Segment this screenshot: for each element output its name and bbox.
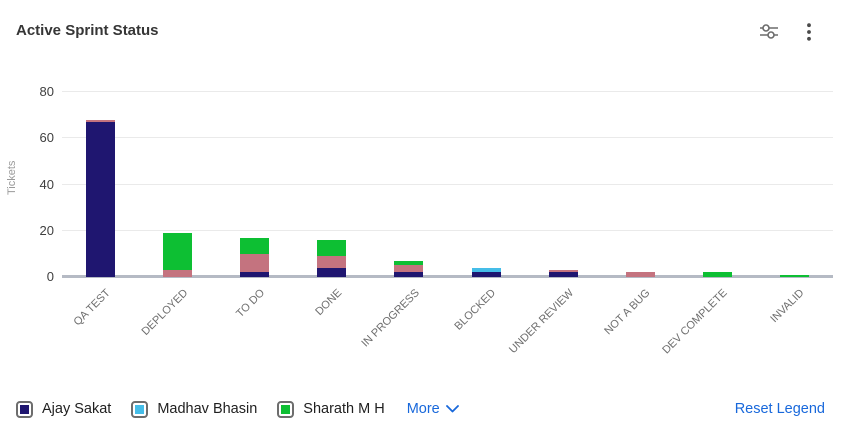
- bar-segment[interactable]: [394, 272, 424, 277]
- x-tick-label: DEPLOYED: [139, 287, 191, 338]
- x-tick-label: DONE: [313, 287, 345, 318]
- header-icons: [757, 20, 821, 44]
- bar-segment[interactable]: [240, 253, 270, 273]
- x-tick-label: IN PROGRESS: [358, 287, 422, 350]
- x-tick-label: DEV COMPLETE: [660, 287, 730, 357]
- chart-legend: Ajay Sakat Madhav Bhasin Sharath M H More …: [16, 394, 825, 424]
- legend-more-label: More: [406, 401, 440, 417]
- x-tick-label: TO DO: [234, 287, 268, 320]
- bar-segment[interactable]: [163, 270, 193, 277]
- bar-segment[interactable]: [548, 270, 578, 273]
- gridline: [62, 229, 833, 231]
- legend-item-label: Sharath M H: [303, 401, 385, 417]
- x-tick-label: NOT A BUG: [602, 287, 653, 338]
- legend-item-label: Ajay Sakat: [42, 401, 112, 417]
- legend-checkbox-icon[interactable]: [131, 400, 149, 418]
- reset-legend-link[interactable]: Reset Legend: [734, 401, 825, 417]
- bar-segment[interactable]: [317, 240, 347, 257]
- bar-segment[interactable]: [471, 267, 501, 273]
- bar-blocked[interactable]: [471, 92, 501, 277]
- legend-item-sharath-m-h[interactable]: Sharath M H: [277, 400, 385, 418]
- gridline: [62, 137, 833, 139]
- y-tick-label: 40: [39, 176, 54, 192]
- x-axis-baseline: [62, 275, 833, 278]
- legend-item-ajay-sakat[interactable]: Ajay Sakat: [16, 400, 112, 418]
- y-axis-ticks: 0 20 40 60 80: [14, 84, 54, 284]
- bar-segment[interactable]: [548, 272, 578, 277]
- sliders-settings-icon[interactable]: [757, 20, 781, 44]
- bar-segment[interactable]: [86, 119, 116, 123]
- y-tick-label: 80: [39, 84, 54, 99]
- y-tick-label: 60: [39, 130, 54, 146]
- legend-color-swatch: [20, 404, 29, 414]
- legend-color-swatch: [135, 404, 145, 414]
- x-tick-label: UNDER REVIEW: [506, 287, 576, 356]
- bar-in-progress[interactable]: [394, 92, 424, 277]
- bar-segment[interactable]: [394, 265, 424, 273]
- bar-segment[interactable]: [163, 233, 193, 271]
- bar-segment[interactable]: [317, 267, 347, 277]
- bar-segment[interactable]: [702, 272, 732, 277]
- bar-segment[interactable]: [86, 122, 116, 277]
- x-axis-labels: QA TEST DEPLOYED TO DO DONE IN PROGRESS BLOCK…: [62, 283, 833, 378]
- legend-checkbox-icon[interactable]: [277, 400, 295, 418]
- legend-checkbox-icon[interactable]: [16, 400, 33, 418]
- legend-item-label: Madhav Bhasin: [157, 401, 258, 417]
- x-tick-label: BLOCKED: [452, 287, 499, 333]
- bar-deployed[interactable]: [163, 92, 193, 277]
- bar-segment[interactable]: [240, 237, 270, 254]
- legend-items: Ajay Sakat Madhav Bhasin Sharath M H: [16, 400, 405, 418]
- page-title: Active Sprint Status: [16, 22, 159, 39]
- legend-more-button[interactable]: More: [407, 401, 459, 417]
- bar-segment[interactable]: [779, 274, 809, 277]
- bar-segment[interactable]: [625, 272, 655, 277]
- legend-item-madhav-bhasin[interactable]: Madhav Bhasin: [131, 400, 258, 418]
- bar-done[interactable]: [317, 92, 347, 277]
- bar-qa-test[interactable]: [86, 92, 116, 277]
- gridline: [62, 91, 833, 92]
- bar-dev-complete[interactable]: [702, 92, 732, 277]
- y-tick-label: 0: [46, 269, 54, 284]
- bar-segment[interactable]: [394, 260, 424, 266]
- y-tick-label: 20: [39, 222, 54, 238]
- gridline: [62, 183, 833, 185]
- x-tick-label: QA TEST: [71, 287, 114, 329]
- plot-area: [62, 91, 833, 278]
- chevron-down-icon: [445, 405, 459, 413]
- kebab-menu-icon[interactable]: [797, 20, 821, 44]
- legend-color-swatch: [281, 404, 291, 414]
- bar-segment[interactable]: [471, 272, 501, 277]
- bar-segment[interactable]: [240, 272, 270, 277]
- bar-not-a-bug[interactable]: [625, 92, 655, 277]
- bar-to-do[interactable]: [240, 92, 270, 277]
- x-tick-label: INVALID: [768, 287, 807, 326]
- bar-under-review[interactable]: [548, 92, 578, 277]
- bar-invalid[interactable]: [779, 92, 809, 277]
- bar-segment[interactable]: [317, 256, 347, 268]
